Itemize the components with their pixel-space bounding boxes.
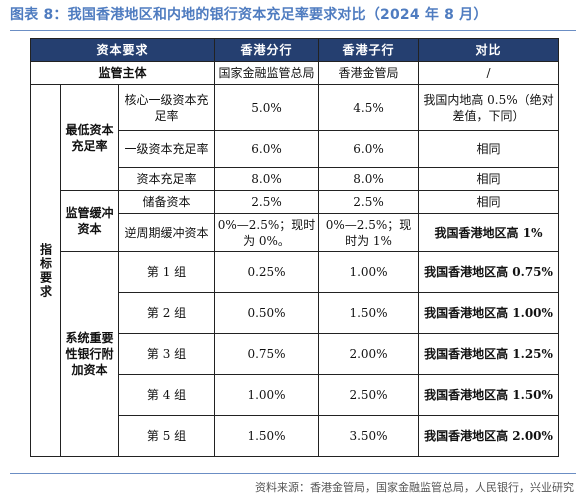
table-row: 系统重要性银行附加资本 第 1 组 0.25% 1.00% 我国香港地区高 0.… [31,251,560,457]
subsidiary-cell: 2.5% [318,190,420,214]
compare-cell: 我国香港地区高 1.25% [418,333,560,375]
item-cell: 资本充足率 [117,167,216,191]
supervisor-label: 监管主体 [29,61,216,85]
group-min-car: 最低资本充足率 [60,84,119,191]
item-cell: 逆周期缓冲资本 [117,213,216,252]
branch-cell: 0.50% [214,292,320,334]
subsidiary-cell: 8.0% [318,167,420,191]
item-cell: 第 3 组 [117,333,216,375]
table-row: 第 2 组 0.50% 1.50% 我国香港地区高 1.00% [31,292,560,334]
group-dsib-label: 系统重要性银行附加资本 [65,331,114,377]
header-row: 资本要求 香港分行 香港子行 对比 [29,38,560,62]
branch-cell: 2.5% [214,190,320,214]
supervisor-branch: 国家金融监管总局 [214,61,320,85]
group-min-car-label: 最低资本充足率 [65,122,114,153]
table-row: 资本充足率 8.0% 8.0% 相同 [31,167,560,191]
compare-cell: 我国内地高 0.5%（绝对差值，下同） [418,84,560,131]
item-cell: 储备资本 [117,190,216,214]
subsidiary-cell: 2.50% [318,374,420,416]
compare-cell: 相同 [418,130,560,168]
branch-cell: 0.75% [214,333,320,375]
branch-cell: 1.50% [214,415,320,457]
subsidiary-cell: 1.00% [318,251,420,293]
subsidiary-cell: 0%—2.5%；现时为 1% [318,213,420,252]
branch-cell: 6.0% [214,130,320,168]
subsidiary-cell: 4.5% [318,84,420,131]
branch-cell: 0.25% [214,251,320,293]
bottom-rule [10,473,576,474]
table-row: 指标要求 最低资本充足率 核心一级资本充足率 5.0% 4.5% 我国内地高 0… [30,84,560,457]
branch-cell: 1.00% [214,374,320,416]
compare-cell: 我国香港地区高 1% [418,213,560,252]
supervisor-row: 监管主体 国家金融监管总局 香港金管局 / [29,61,560,85]
subsidiary-cell: 2.00% [318,333,420,375]
branch-cell: 5.0% [214,84,320,131]
table-row: 一级资本充足率 6.0% 6.0% 相同 [31,130,560,168]
header-capital-requirement: 资本要求 [29,38,216,62]
header-hk-branch: 香港分行 [214,38,320,62]
branch-cell: 0%—2.5%；现时为 0%。 [214,213,320,252]
compare-cell: 相同 [418,190,560,214]
compare-cell: 我国香港地区高 1.00% [418,292,560,334]
source-note: 资料来源：香港金管局，国家金融监管总局，人民银行，兴业研究 [255,481,574,494]
supervisor-subsidiary: 香港金管局 [318,61,420,85]
table-row: 第 3 组 0.75% 2.00% 我国香港地区高 1.25% [31,333,560,375]
indicator-label-cell: 指标要求 [30,84,61,457]
group-dsib: 系统重要性银行附加资本 [60,251,119,457]
header-hk-subsidiary: 香港子行 [318,38,420,62]
top-rule [10,30,576,31]
supervisor-compare: / [418,61,560,85]
subsidiary-cell: 1.50% [318,292,420,334]
compare-cell: 我国香港地区高 0.75% [418,251,560,293]
table-row: 第 5 组 1.50% 3.50% 我国香港地区高 2.00% [31,415,560,457]
group-buffer: 监管缓冲资本 [60,190,119,252]
figure-title: 图表 8：我国香港地区和内地的银行资本充足率要求对比（2024 年 8 月） [10,7,488,23]
compare-cell: 相同 [418,167,560,191]
capital-requirements-table: 资本要求 香港分行 香港子行 对比 监管主体 国家金融监管总局 香港金管局 / … [29,38,560,457]
item-cell: 核心一级资本充足率 [117,84,216,131]
compare-cell: 我国香港地区高 2.00% [418,415,560,457]
item-cell: 第 5 组 [117,415,216,457]
compare-cell: 我国香港地区高 1.50% [418,374,560,416]
subsidiary-cell: 6.0% [318,130,420,168]
item-cell: 第 4 组 [117,374,216,416]
subsidiary-cell: 3.50% [318,415,420,457]
header-compare: 对比 [418,38,560,62]
table-row: 监管缓冲资本 储备资本 2.5% 2.5% 相同 [31,190,560,252]
group-buffer-label: 监管缓冲资本 [65,206,114,236]
indicator-label: 指标要求 [38,242,53,299]
item-cell: 第 1 组 [117,251,216,293]
branch-cell: 8.0% [214,167,320,191]
item-cell: 一级资本充足率 [117,130,216,168]
item-cell: 第 2 组 [117,292,216,334]
